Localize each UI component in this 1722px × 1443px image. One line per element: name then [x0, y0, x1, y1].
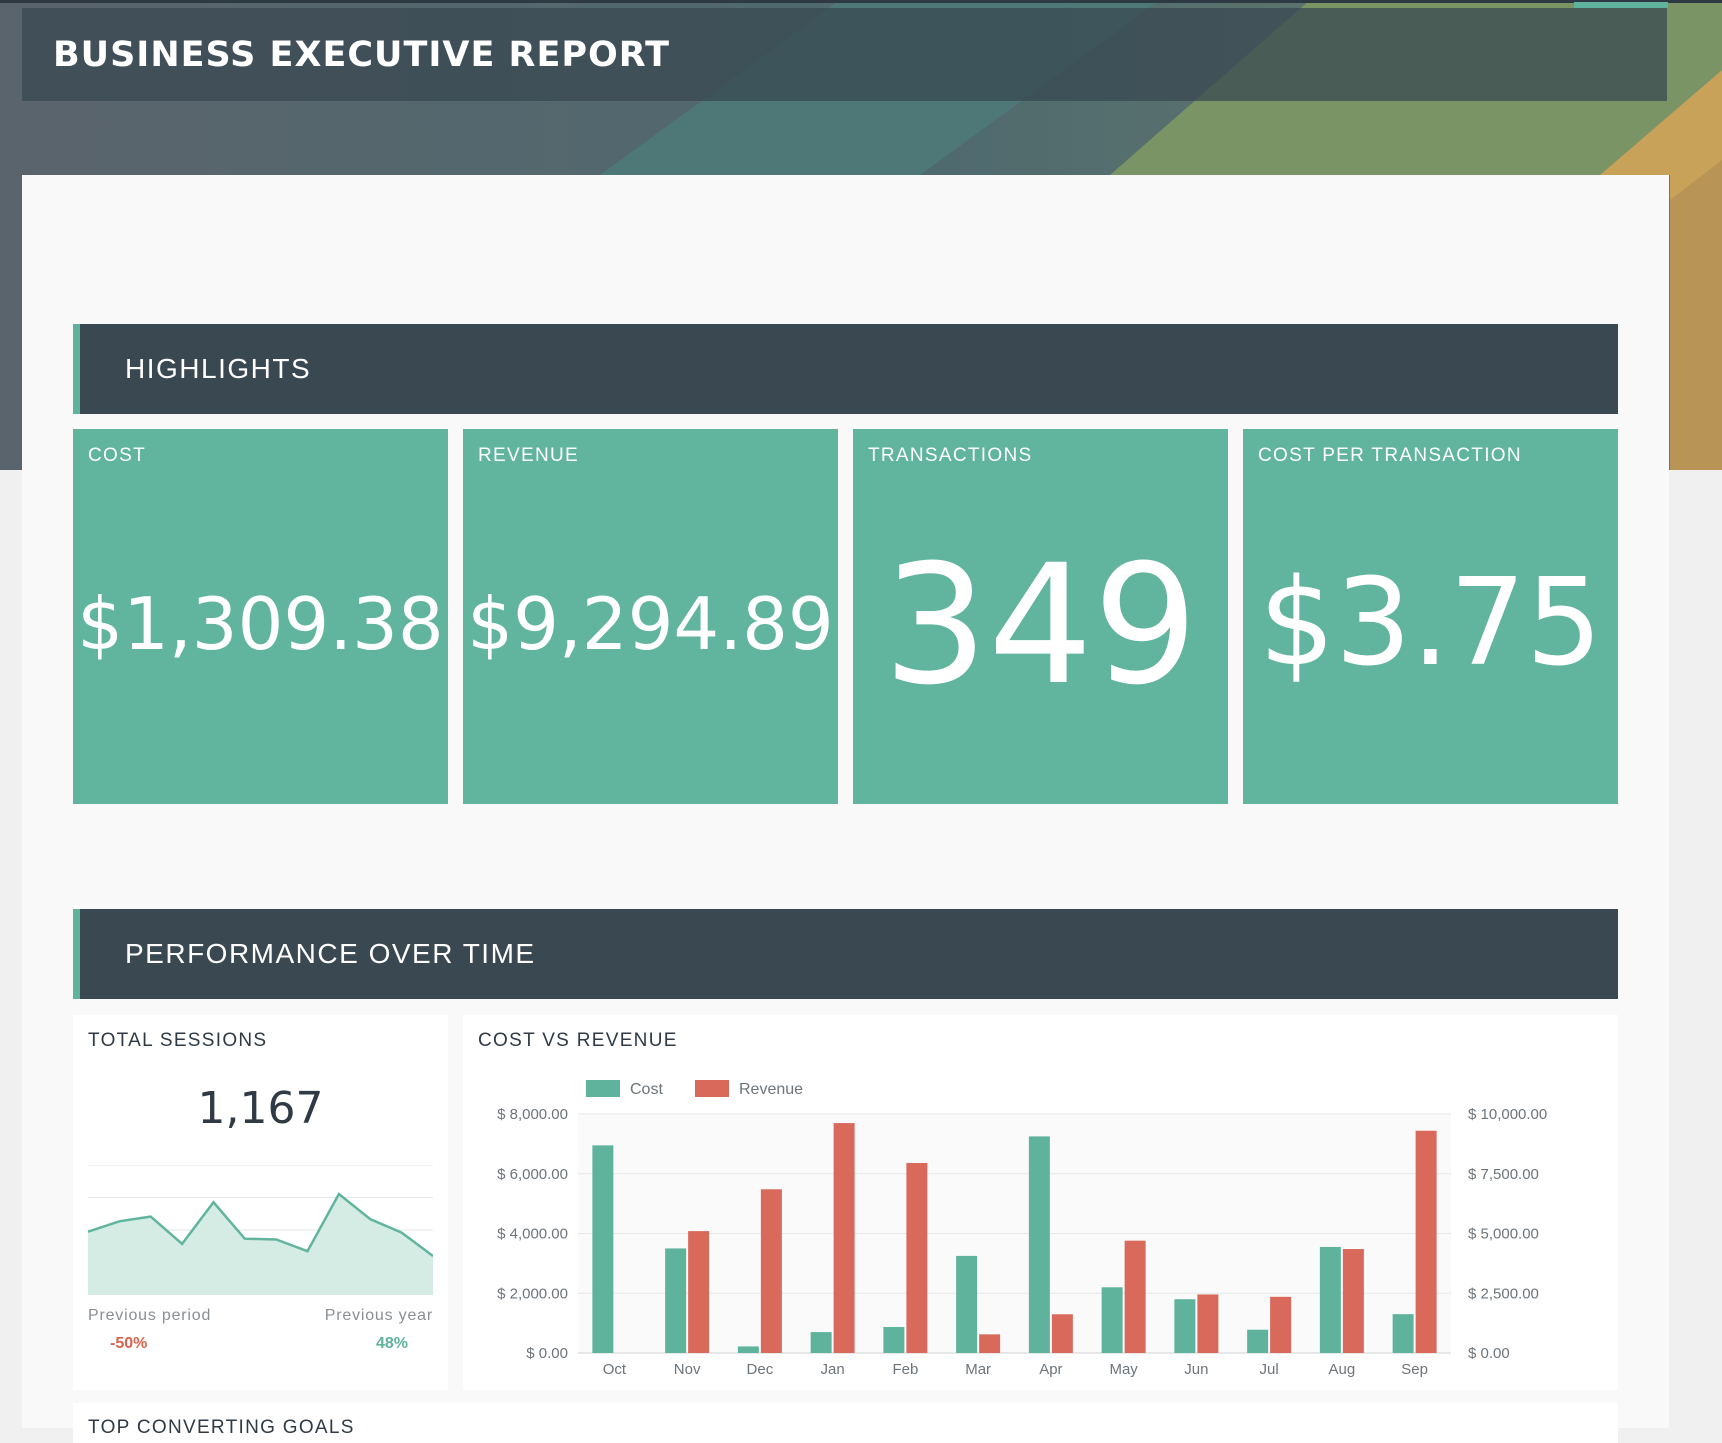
legend-swatch-cost	[586, 1080, 620, 1097]
bar-cost-nov	[665, 1248, 687, 1353]
report-panel: HIGHLIGHTS COST $1,309.38 REVENUE $9,294…	[22, 175, 1669, 1443]
bar-revenue-nov	[688, 1231, 710, 1353]
kpi-label: REVENUE	[478, 445, 579, 466]
x-axis-tick-label: Aug	[1329, 1361, 1356, 1378]
report-title: BUSINESS EXECUTIVE REPORT	[53, 35, 671, 75]
sessions-sparkline	[88, 1165, 433, 1295]
x-axis-tick-label: Jun	[1184, 1361, 1208, 1378]
top-border	[0, 0, 1722, 3]
section-title: PERFORMANCE OVER TIME	[125, 938, 536, 969]
bar-revenue-sep	[1415, 1130, 1437, 1353]
legend-label-revenue: Revenue	[739, 1081, 803, 1098]
bar-cost-oct	[592, 1145, 614, 1353]
kpi-value: $3.75	[1258, 554, 1603, 693]
right-axis-tick-label: $ 10,000.00	[1468, 1106, 1547, 1123]
kpi-tile-cost-per-transaction[interactable]: COST PER TRANSACTION $3.75	[1243, 429, 1618, 804]
bar-revenue-may	[1124, 1240, 1146, 1353]
left-axis-tick-label: $ 6,000.00	[497, 1166, 568, 1183]
bar-revenue-mar	[979, 1334, 1001, 1353]
bar-revenue-aug	[1342, 1249, 1364, 1353]
x-axis-tick-label: Sep	[1401, 1361, 1428, 1378]
bar-cost-may	[1101, 1287, 1123, 1353]
kpi-tile-cost[interactable]: COST $1,309.38	[73, 429, 448, 804]
bar-revenue-apr	[1051, 1314, 1073, 1353]
x-axis-tick-label: Jul	[1260, 1361, 1279, 1378]
section-header-performance: PERFORMANCE OVER TIME	[73, 909, 1618, 999]
kpi-value: $1,309.38	[77, 582, 444, 666]
bar-revenue-jul	[1270, 1296, 1292, 1353]
section-header-highlights: HIGHLIGHTS	[73, 324, 1618, 414]
previous-year-value: 48%	[375, 1335, 408, 1352]
section-title: HIGHLIGHTS	[125, 353, 312, 384]
kpi-value: 349	[883, 529, 1198, 721]
right-axis-tick-label: $ 7,500.00	[1468, 1166, 1539, 1183]
title-bar: BUSINESS EXECUTIVE REPORT	[22, 8, 1667, 101]
kpi-label: TRANSACTIONS	[868, 445, 1033, 466]
bar-cost-jan	[810, 1332, 832, 1353]
bar-cost-dec	[737, 1346, 759, 1353]
previous-year-label: Previous year	[324, 1307, 433, 1324]
left-axis-tick-label: $ 4,000.00	[497, 1226, 568, 1243]
cost-vs-revenue-chart: $ 0.00 $ 0.00 $ 2,000.00 $ 2,500.00 $ 4,000.…	[497, 1080, 1547, 1378]
bar-cost-aug	[1319, 1246, 1341, 1353]
x-axis-tick-label: Feb	[892, 1361, 918, 1378]
bar-revenue-jan	[833, 1123, 855, 1353]
left-axis-tick-label: $ 0.00	[526, 1345, 568, 1362]
left-axis-tick-label: $ 2,000.00	[497, 1285, 568, 1302]
card-label: TOTAL SESSIONS	[88, 1030, 268, 1051]
kpi-value: $9,294.89	[467, 582, 834, 666]
legend-swatch-revenue	[695, 1080, 729, 1097]
top-converting-goals-card[interactable]: TOP CONVERTING GOALS	[73, 1403, 1618, 1443]
cost-vs-revenue-card[interactable]: COST VS REVENUE $ 0.00 $ 0.00 $ 2,000.00 $ …	[463, 1015, 1618, 1390]
bar-cost-jun	[1174, 1299, 1196, 1353]
accent-strip	[1574, 2, 1668, 8]
previous-period-label: Previous period	[88, 1307, 212, 1324]
kpi-label: COST	[88, 445, 146, 466]
right-axis-tick-label: $ 5,000.00	[1468, 1226, 1539, 1243]
x-axis-tick-label: Dec	[747, 1361, 774, 1378]
legend-label-cost: Cost	[630, 1081, 663, 1098]
card-label: COST VS REVENUE	[478, 1030, 678, 1051]
bar-cost-mar	[956, 1255, 978, 1353]
sessions-area	[88, 1194, 433, 1295]
x-axis-tick-label: Jan	[821, 1361, 845, 1378]
bar-cost-feb	[883, 1327, 905, 1353]
previous-period-value: -50%	[110, 1335, 148, 1352]
left-axis-tick-label: $ 8,000.00	[497, 1106, 568, 1123]
bar-revenue-jun	[1197, 1294, 1219, 1353]
x-axis-tick-label: Nov	[674, 1361, 701, 1378]
bar-revenue-dec	[760, 1189, 782, 1353]
bar-cost-sep	[1392, 1314, 1414, 1353]
sessions-value: 1,167	[197, 1083, 324, 1134]
total-sessions-card[interactable]: TOTAL SESSIONS 1,167 Previous period -50…	[73, 1015, 448, 1390]
kpi-label: COST PER TRANSACTION	[1258, 445, 1522, 466]
x-axis-tick-label: Oct	[603, 1361, 627, 1378]
x-axis-tick-label: Mar	[965, 1361, 991, 1378]
card-label: TOP CONVERTING GOALS	[88, 1417, 355, 1438]
kpi-tile-transactions[interactable]: TRANSACTIONS 349	[853, 429, 1228, 804]
sessions-line	[88, 1192, 433, 1258]
right-axis-tick-label: $ 2,500.00	[1468, 1285, 1539, 1302]
bar-cost-jul	[1247, 1329, 1269, 1353]
x-axis-tick-label: Apr	[1039, 1361, 1062, 1378]
right-axis-tick-label: $ 0.00	[1468, 1345, 1510, 1362]
bar-cost-apr	[1028, 1136, 1050, 1353]
x-axis-tick-label: May	[1109, 1361, 1138, 1378]
bar-revenue-feb	[906, 1162, 928, 1353]
kpi-tile-revenue[interactable]: REVENUE $9,294.89	[463, 429, 838, 804]
